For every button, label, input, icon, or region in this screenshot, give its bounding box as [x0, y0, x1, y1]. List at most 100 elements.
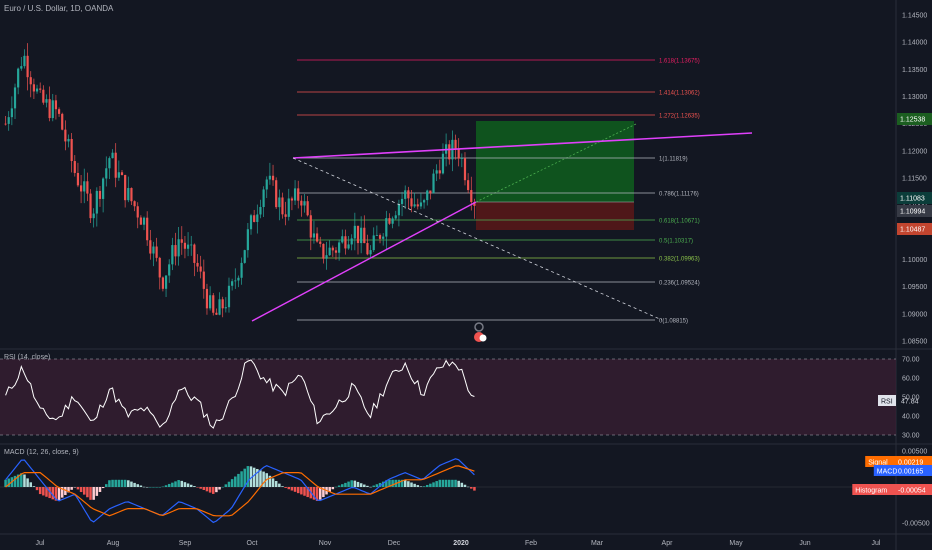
macd-histogram-bar — [256, 468, 259, 487]
macd-histogram-bar — [375, 484, 379, 487]
macd-histogram-bar — [363, 484, 366, 487]
time-axis-label: Sep — [179, 540, 192, 547]
macd-histogram-bar — [101, 487, 105, 489]
time-axis-label: Dec — [388, 540, 401, 547]
candle-body — [454, 139, 457, 149]
macd-histogram-bar — [215, 487, 218, 493]
macd-histogram-bar — [444, 479, 448, 487]
candle-body — [312, 233, 316, 238]
macd-histogram-bar — [422, 486, 426, 487]
candle-body — [300, 200, 303, 206]
macd-histogram-bar — [167, 483, 171, 487]
candle-body — [397, 204, 401, 216]
macd-histogram-bar — [262, 471, 265, 487]
candle-body — [39, 88, 42, 90]
candle-body — [190, 244, 193, 246]
macd-histogram-bar — [45, 487, 48, 497]
fib-level-label: 0.236(1.09524) — [659, 281, 700, 287]
candle-body — [419, 202, 423, 207]
candle-body — [67, 138, 70, 142]
time-axis-label: May — [729, 540, 743, 547]
macd-badge-name-bg — [852, 484, 897, 495]
fib-level-label: 0.5(1.10317) — [659, 239, 693, 245]
ascending-trendline[interactable] — [251, 201, 477, 322]
candle-body — [171, 245, 174, 265]
candle-body — [48, 99, 51, 119]
candle-body — [231, 281, 234, 286]
candle-body — [256, 214, 259, 222]
candle-body — [89, 193, 92, 219]
macd-histogram-bar — [240, 471, 243, 487]
candle-body — [347, 244, 350, 249]
macd-histogram-bar — [35, 487, 39, 491]
diagonal-dashed-line[interactable] — [292, 157, 663, 321]
price-tick-label: 1.13000 — [902, 94, 927, 101]
macd-histogram-bar — [347, 481, 350, 487]
candle-body — [429, 190, 432, 194]
fibonacci-extension[interactable]: 1.618(1.13675) 1.414(1.13062) 1.272(1.1263… — [297, 59, 700, 325]
macd-histogram-bar — [82, 487, 86, 495]
time-axis-label: Oct — [247, 540, 258, 547]
candle-body — [290, 198, 294, 201]
rsi-axis: 70.00 60.00 50.00 40.00 30.00 — [902, 357, 920, 440]
macd-histogram-bar — [322, 487, 325, 498]
candle-body — [180, 239, 183, 243]
macd-histogram-bar — [16, 474, 20, 487]
macd-histogram-bar — [432, 482, 435, 487]
macd-histogram-bar — [457, 480, 460, 487]
candle-body — [111, 152, 114, 159]
candle-body — [388, 218, 391, 224]
macd-histogram-bar — [161, 486, 165, 488]
target-zone[interactable] — [476, 121, 634, 202]
candle-body — [212, 295, 215, 313]
macd-histogram-bar — [413, 483, 416, 487]
macd-histogram-bar — [403, 479, 407, 487]
candle-body — [218, 299, 221, 315]
macd-histogram-bar — [451, 479, 454, 487]
macd-histogram-bar — [234, 476, 237, 487]
candle-body — [215, 312, 218, 315]
candle-body — [146, 217, 149, 241]
candle-body — [259, 207, 262, 215]
candle-body — [120, 172, 124, 175]
macd-histogram-bar — [13, 475, 17, 487]
macd-histogram-bar — [224, 484, 228, 487]
macd-histogram-bar — [366, 485, 369, 487]
news-marker-icon[interactable] — [479, 334, 487, 342]
macd-badge-value-bg — [897, 465, 932, 476]
resistance-trendline[interactable] — [292, 132, 753, 159]
price-tick-label: 1.08500 — [902, 339, 927, 346]
rsi-title: RSI (14, close) — [4, 354, 50, 361]
macd-histogram-bar — [429, 483, 432, 487]
stop-zone[interactable] — [476, 202, 634, 230]
macd-histogram-bar — [385, 480, 388, 487]
macd-histogram-bar — [38, 487, 42, 495]
candle-body — [391, 218, 394, 224]
time-axis-label: Apr — [662, 540, 674, 547]
fib-level-label: 0(1.08815) — [659, 319, 688, 325]
event-marker-icon[interactable] — [474, 322, 484, 332]
candle-body — [70, 138, 73, 162]
price-tick-label: 1.13500 — [902, 67, 927, 74]
macd-histogram-bar — [460, 482, 464, 487]
macd-histogram-bar — [268, 475, 272, 487]
candle-body — [356, 225, 360, 244]
candle-body — [83, 181, 86, 192]
candle-body — [315, 233, 319, 242]
macd-histogram-bar — [196, 487, 199, 488]
macd-histogram-bar — [139, 485, 143, 487]
macd-histogram-bar — [20, 473, 23, 487]
candle-body — [20, 66, 23, 69]
candle-body — [168, 264, 171, 276]
candle-body — [117, 172, 120, 178]
time-axis[interactable]: Jul Aug Sep Oct Nov Dec 2020 Feb Mar Apr May Jun Jul — [36, 540, 881, 547]
candle-body — [73, 161, 76, 173]
candle-body — [64, 129, 67, 142]
rsi-tick-label: 60.00 — [902, 376, 920, 383]
candle-body — [432, 173, 435, 194]
macd-histogram-bar — [180, 480, 184, 487]
rsi-current-value: 47.84 — [901, 399, 919, 406]
macd-histogram-bar — [378, 482, 382, 487]
macd-histogram-bar — [397, 479, 401, 487]
